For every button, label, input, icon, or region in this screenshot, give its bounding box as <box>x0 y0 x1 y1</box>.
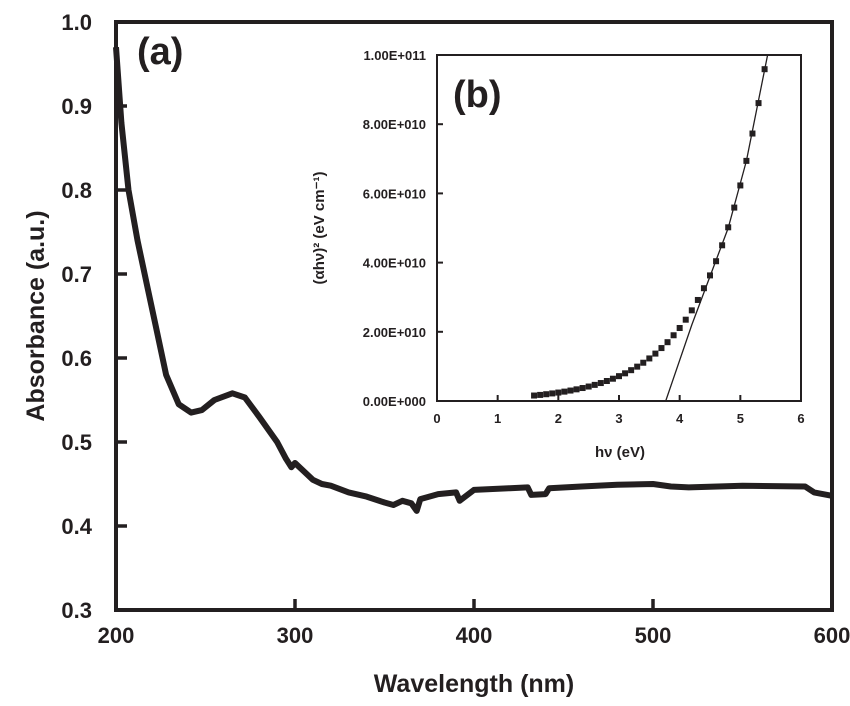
data-point <box>743 157 750 164</box>
data-point <box>609 375 616 382</box>
panel-label-a: (a) <box>137 31 183 73</box>
inset-y-tick-label: 8.00E+010 <box>363 117 426 132</box>
y-tick-label: 0.7 <box>61 262 92 287</box>
data-point <box>707 272 713 279</box>
y-tick-label: 1.0 <box>61 10 92 35</box>
inset-x-tick-label: 1 <box>494 411 501 426</box>
data-point <box>700 285 707 292</box>
y-tick-label: 0.9 <box>61 94 92 119</box>
inset-y-tick-label: 4.00E+010 <box>363 256 426 271</box>
data-point <box>670 332 677 339</box>
inset-x-tick-label: 2 <box>555 411 562 426</box>
data-point <box>658 345 665 352</box>
inset-x-axis-label: hν (eV) <box>595 444 645 461</box>
y-tick-label: 0.6 <box>61 346 92 371</box>
panel-label-b: (b) <box>453 74 502 116</box>
data-point <box>622 370 629 377</box>
data-point <box>749 130 756 137</box>
absorbance-curve <box>113 46 833 514</box>
x-tick-label: 600 <box>814 623 850 648</box>
data-point <box>664 339 671 346</box>
data-point <box>555 389 562 396</box>
data-point <box>737 182 744 189</box>
data-point <box>597 380 604 387</box>
y-tick-label: 0.8 <box>61 178 92 203</box>
inset-y-tick-label: 2.00E+010 <box>363 325 426 340</box>
y-tick-label: 0.4 <box>61 514 92 539</box>
data-point <box>725 224 732 231</box>
data-point <box>543 391 550 398</box>
inset-x-tick-label: 3 <box>615 411 622 426</box>
y-axis-label: Absorbance (a.u.) <box>22 210 50 421</box>
data-point <box>694 296 701 303</box>
data-point <box>634 363 641 370</box>
data-point <box>561 388 568 395</box>
tauc-fit-line <box>665 54 769 402</box>
panel-a: 200 300 400 500 600 0.3 0.4 0.5 0.6 0.7 0.8 0.9 1.0 W… <box>22 10 850 698</box>
inset-y-tick-label: 0.00E+000 <box>363 394 426 409</box>
data-point <box>688 307 695 314</box>
data-point <box>676 324 683 331</box>
data-point <box>652 350 659 357</box>
data-point <box>549 390 556 397</box>
inset-frame <box>436 54 802 402</box>
data-point <box>761 66 768 73</box>
y-tick-label: 0.3 <box>61 598 92 623</box>
data-point <box>579 385 586 392</box>
data-point <box>682 316 689 323</box>
data-point <box>567 387 574 394</box>
inset-x-tick-label: 6 <box>797 411 804 426</box>
x-tick-label: 400 <box>456 623 493 648</box>
inset-x-tick-label: 0 <box>433 411 440 426</box>
data-point <box>616 373 622 380</box>
data-point <box>585 383 592 390</box>
x-axis-label: Wavelength (nm) <box>374 670 574 698</box>
data-point <box>603 378 610 385</box>
data-point <box>640 359 647 366</box>
data-point <box>755 100 762 107</box>
data-point <box>713 258 720 265</box>
inset-x-tick-label: 4 <box>676 411 684 426</box>
data-point <box>731 204 738 211</box>
inset-y-tick-label: 6.00E+010 <box>363 186 426 201</box>
data-point <box>573 386 580 393</box>
data-point <box>591 381 598 388</box>
inset-y-axis-label: (αhν)² (eV cm⁻¹) <box>311 172 328 285</box>
panel-b-inset: 0 1 2 3 4 5 6 0.00E+000 2.00E+010 4.00E+010 6.00E+… <box>311 48 805 461</box>
x-tick-label: 200 <box>98 623 135 648</box>
data-point <box>537 391 544 398</box>
y-tick-label: 0.5 <box>61 430 92 455</box>
inset-y-tick-label: 1.00E+011 <box>363 48 426 63</box>
x-tick-label: 300 <box>277 623 314 648</box>
inset-x-tick-label: 5 <box>737 411 744 426</box>
x-tick-label: 500 <box>635 623 672 648</box>
data-point <box>719 242 726 249</box>
data-point <box>531 392 538 399</box>
data-point <box>646 355 653 362</box>
data-point <box>628 367 635 374</box>
